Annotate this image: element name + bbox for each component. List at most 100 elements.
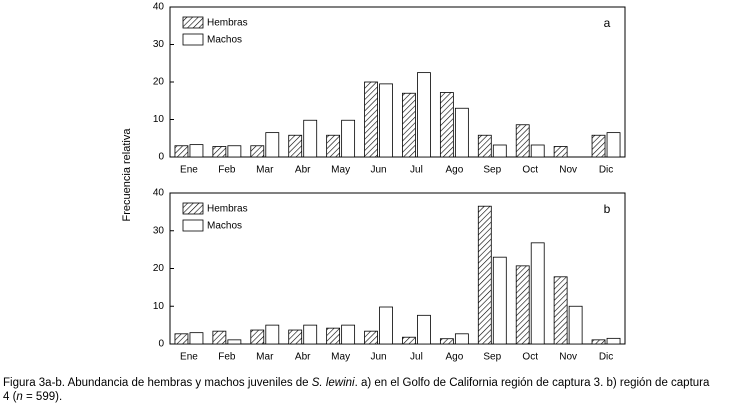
panel-label: b (604, 202, 611, 216)
bar (606, 337, 621, 345)
x-tick-label: May (331, 352, 350, 363)
legend-swatch (182, 202, 204, 215)
y-tick-label: 30 (153, 225, 165, 236)
bar (454, 107, 469, 158)
bar (530, 144, 545, 158)
bar (591, 134, 606, 158)
bar (265, 132, 280, 158)
panel-label: a (604, 16, 611, 30)
bar (606, 132, 621, 158)
bar (189, 144, 204, 158)
bar (379, 306, 393, 345)
bar (477, 205, 492, 345)
x-tick-label: Ene (180, 165, 198, 176)
bar (492, 256, 507, 345)
x-tick-label: Jun (370, 165, 386, 176)
legend-label: Machos (207, 221, 242, 232)
legend-label: Machos (207, 35, 242, 46)
x-tick-label: Oct (522, 165, 538, 176)
bar (402, 92, 416, 158)
y-tick-label: 30 (153, 39, 165, 50)
bar (402, 336, 416, 345)
bar (212, 330, 227, 345)
x-tick-label: Abr (295, 165, 311, 176)
y-tick-label: 40 (153, 188, 165, 199)
y-tick-label: 20 (153, 263, 165, 274)
x-tick-label: Ene (180, 352, 198, 363)
x-tick-label: Mar (256, 165, 274, 176)
bar (326, 134, 341, 158)
x-tick-label: Nov (559, 165, 577, 176)
x-tick-label: Feb (218, 352, 236, 363)
bar (477, 134, 492, 158)
caption-part: n (16, 391, 23, 403)
x-tick-label: Sep (483, 165, 501, 176)
legend-swatch (182, 16, 204, 29)
y-tick-label: 40 (153, 2, 165, 13)
bar (303, 324, 318, 345)
y-tick-label: 10 (153, 114, 165, 125)
x-tick-label: Oct (522, 352, 538, 363)
x-tick-label: Ago (445, 352, 463, 363)
bar (417, 314, 431, 345)
x-tick-label: Nov (559, 352, 577, 363)
bar (364, 330, 378, 345)
y-tick-label: 10 (153, 301, 165, 312)
bar (265, 324, 280, 345)
bar (454, 333, 469, 345)
caption-part: = 599). (22, 391, 63, 403)
y-tick-label: 20 (153, 77, 165, 88)
legend-swatch (182, 33, 204, 46)
caption: Figura 3a-b. Abundancia de hembras y mac… (3, 376, 715, 404)
x-tick-label: Feb (218, 165, 236, 176)
x-tick-label: Dic (599, 165, 613, 176)
y-tick-label: 0 (158, 152, 164, 163)
chart: 0 10 20 30 40 Ene Feb Mar Abr May Jun Jul Ago Sep Oct N… (121, 2, 626, 363)
bar (326, 327, 341, 345)
bar (303, 119, 318, 158)
plot-frame (169, 6, 626, 158)
bar (553, 146, 568, 158)
x-tick-label: Jul (410, 165, 423, 176)
bar (341, 324, 356, 345)
bar (341, 119, 356, 158)
x-tick-label: Mar (256, 352, 274, 363)
x-tick-label: Jun (370, 352, 386, 363)
bar (530, 242, 545, 345)
caption-part: . a) en el Golfo de California región de… (3, 377, 710, 403)
x-tick-label: Jul (410, 352, 423, 363)
caption-part: S. lewini (311, 377, 355, 389)
bar (227, 339, 242, 345)
bar (364, 81, 378, 158)
y-tick-label: 0 (158, 339, 164, 350)
legend-label: Hembras (207, 204, 248, 215)
bar (174, 145, 189, 158)
bar (515, 124, 530, 158)
bar (288, 329, 303, 345)
bar (189, 332, 204, 345)
bar (417, 72, 431, 158)
caption-part: Figura 3a-b. Abundancia de hembras y mac… (3, 377, 312, 389)
bar (250, 145, 265, 158)
x-tick-label: Dic (599, 352, 613, 363)
bar (439, 92, 454, 158)
bar (288, 134, 303, 158)
bar (591, 339, 606, 345)
bar (553, 276, 568, 345)
bar (379, 83, 393, 158)
x-tick-label: May (331, 165, 350, 176)
bar (227, 145, 242, 158)
bar (250, 329, 265, 345)
y-axis-label: Frecuencia relativa (121, 128, 133, 222)
x-tick-label: Abr (295, 352, 311, 363)
bar (439, 338, 454, 345)
x-tick-label: Ago (445, 165, 463, 176)
bar (515, 265, 530, 345)
bar (568, 305, 583, 345)
bar (492, 144, 507, 158)
x-tick-label: Sep (483, 352, 501, 363)
legend-swatch (182, 219, 204, 232)
bar (212, 146, 227, 158)
bar (174, 333, 189, 345)
